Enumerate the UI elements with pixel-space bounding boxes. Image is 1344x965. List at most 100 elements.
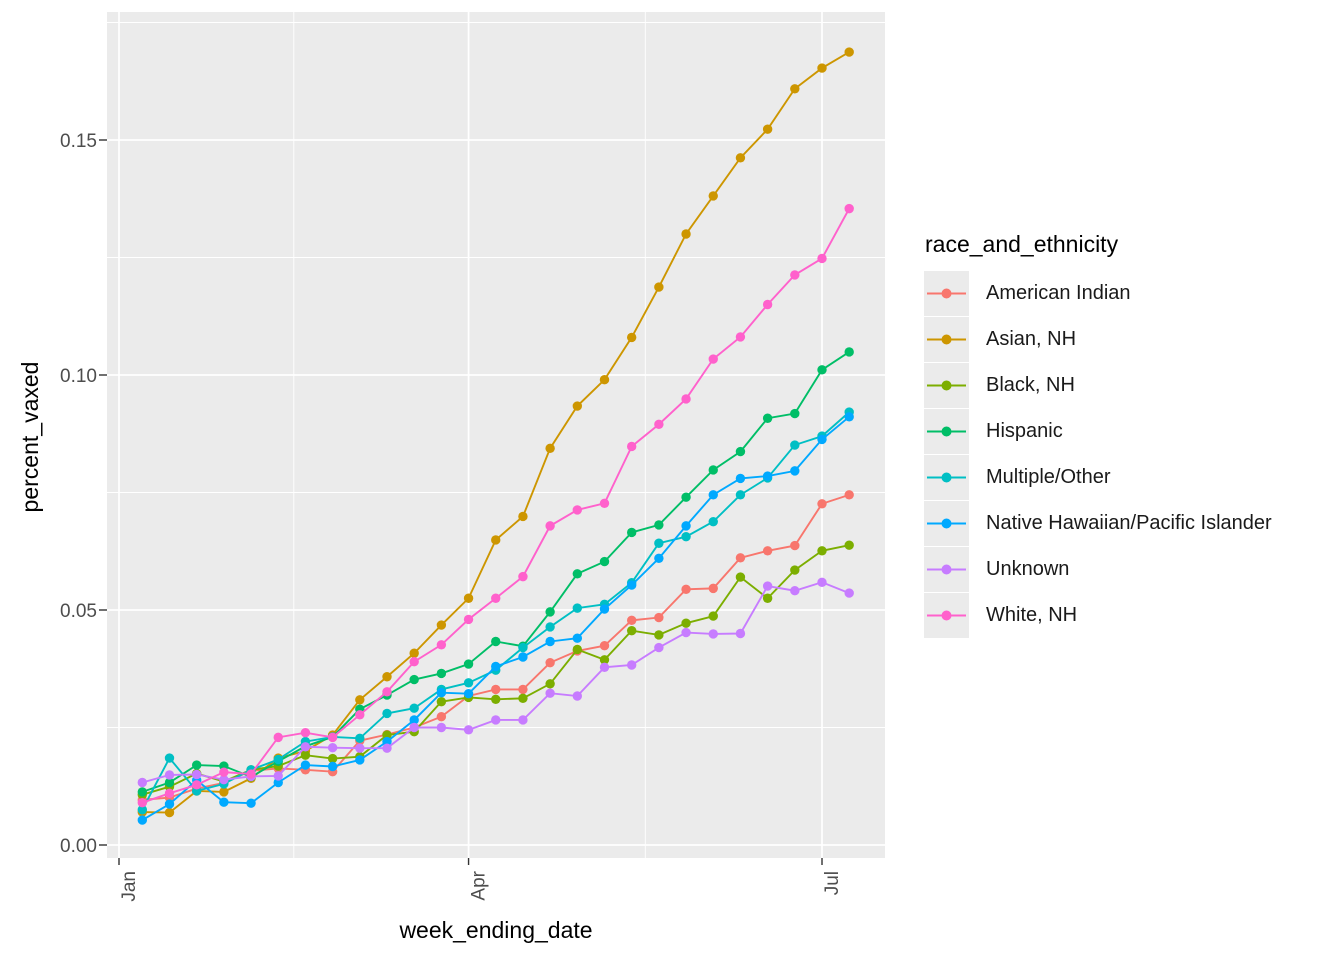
data-point — [300, 750, 311, 760]
data-point — [545, 443, 555, 454]
legend-item: White, NH — [924, 592, 1272, 638]
data-point — [491, 593, 501, 603]
data-point — [491, 661, 501, 672]
data-point — [844, 347, 854, 357]
data-point — [191, 769, 202, 780]
data-point — [219, 787, 229, 797]
data-point — [817, 63, 827, 73]
data-point — [681, 492, 691, 502]
legend-item-label: Multiple/Other — [986, 465, 1111, 488]
legend-swatch — [924, 454, 969, 500]
panel-background — [107, 12, 885, 858]
data-point — [654, 419, 664, 430]
legend-key-point — [941, 426, 952, 436]
legend-key-point — [941, 380, 952, 390]
legend-item-label: White, NH — [986, 603, 1078, 626]
data-point — [599, 556, 610, 567]
data-point — [382, 730, 392, 740]
data-point — [599, 498, 610, 509]
data-point — [762, 546, 773, 556]
legend-key-point — [941, 610, 952, 620]
data-point — [626, 527, 637, 538]
data-point — [735, 553, 746, 563]
data-point — [463, 688, 474, 699]
data-point — [219, 797, 229, 807]
legend-swatch — [924, 592, 969, 638]
data-point — [137, 777, 148, 788]
data-point — [572, 505, 583, 515]
data-point — [626, 615, 637, 626]
data-point — [654, 538, 664, 548]
data-point — [518, 511, 528, 522]
legend-swatch — [924, 270, 969, 316]
data-point — [518, 652, 528, 662]
data-point — [545, 636, 555, 647]
data-point — [300, 727, 311, 738]
data-point — [355, 710, 365, 720]
data-point — [545, 679, 555, 689]
data-point — [436, 711, 447, 722]
data-point — [654, 520, 664, 530]
data-point — [164, 770, 175, 780]
data-point — [708, 583, 718, 594]
data-point — [246, 798, 256, 808]
data-point — [626, 660, 637, 670]
y-tick-label: 0.15 — [60, 131, 97, 152]
data-point — [708, 191, 718, 201]
data-point — [708, 465, 718, 475]
data-point — [436, 640, 447, 650]
data-point — [545, 521, 555, 531]
legend-item: Black, NH — [924, 362, 1272, 408]
data-point — [572, 633, 583, 643]
data-point — [164, 788, 175, 798]
data-point — [409, 722, 419, 733]
data-point — [762, 124, 773, 134]
data-point — [572, 603, 583, 613]
data-point — [681, 531, 691, 542]
data-point — [327, 761, 338, 772]
data-point — [790, 466, 800, 476]
data-point — [219, 774, 229, 785]
data-point — [164, 799, 175, 809]
y-tick-label: 0.00 — [60, 836, 97, 857]
data-point — [817, 546, 827, 556]
data-point — [463, 678, 474, 688]
legend-swatch — [924, 362, 969, 408]
data-point — [735, 473, 746, 484]
data-point — [817, 365, 827, 375]
data-point — [599, 641, 610, 651]
data-point — [844, 412, 854, 422]
data-point — [762, 299, 773, 310]
data-point — [436, 620, 447, 630]
legend-key-point — [941, 334, 952, 344]
data-point — [626, 625, 637, 636]
legend-item-label: Asian, NH — [986, 327, 1077, 350]
data-point — [382, 687, 392, 697]
data-point — [491, 694, 501, 704]
data-point — [436, 696, 447, 707]
data-point — [491, 715, 501, 725]
data-point — [545, 688, 555, 698]
data-point — [518, 642, 528, 653]
legend: race_and_ethnicity American Indian Asian,… — [924, 231, 1272, 638]
data-point — [545, 622, 555, 632]
data-point — [708, 490, 718, 500]
legend-item: Unknown — [924, 546, 1272, 592]
data-point — [654, 553, 664, 563]
data-point — [355, 695, 365, 705]
data-point — [164, 807, 175, 818]
data-point — [273, 754, 283, 765]
legend-swatch — [924, 408, 969, 454]
data-point — [518, 693, 528, 704]
data-point — [790, 84, 800, 94]
legend-item: American Indian — [924, 270, 1272, 316]
legend-item-label: Black, NH — [986, 373, 1075, 396]
data-point — [409, 715, 419, 725]
data-point — [518, 715, 528, 725]
data-point — [382, 736, 392, 747]
legend-swatch — [924, 500, 969, 546]
data-point — [735, 572, 746, 582]
data-point — [300, 742, 311, 752]
data-point — [463, 593, 474, 603]
data-point — [137, 815, 148, 825]
